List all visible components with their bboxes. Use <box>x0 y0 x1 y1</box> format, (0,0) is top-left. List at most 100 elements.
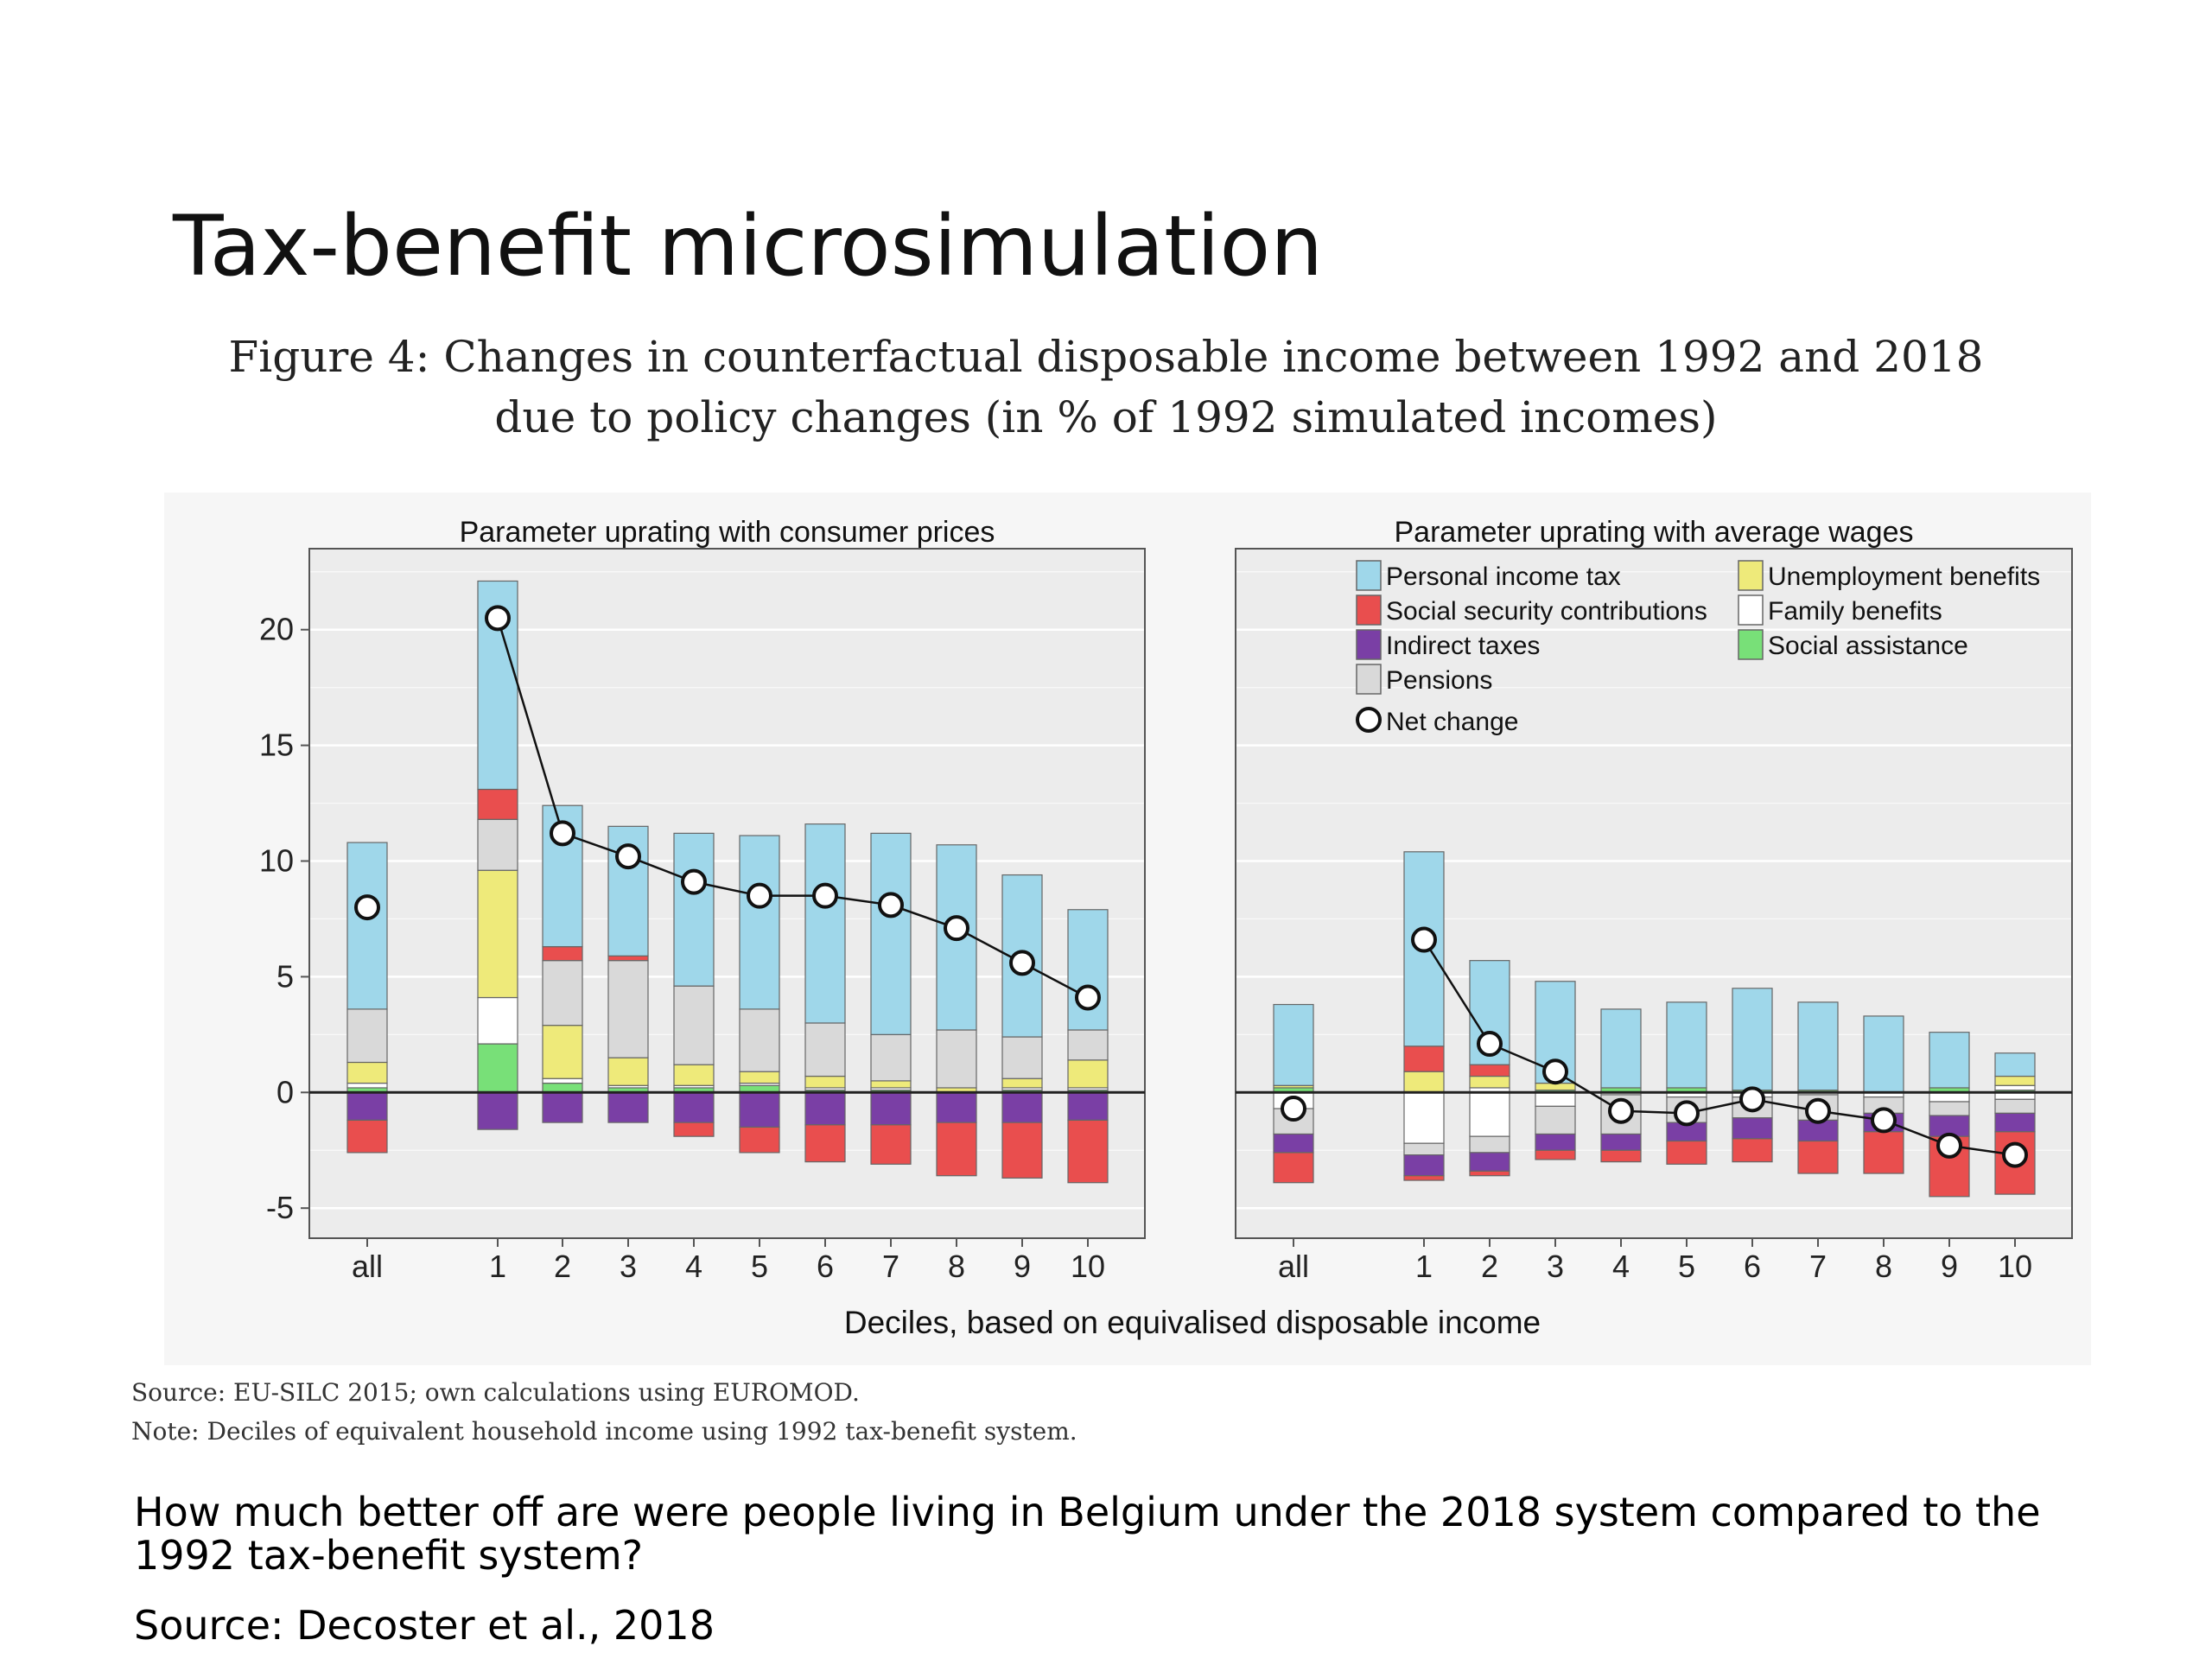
bar-segment-social-security-contributions <box>1732 1138 1773 1163</box>
x-tick-label: 1 <box>489 1249 506 1284</box>
panel-title: Parameter uprating with consumer prices <box>460 516 995 549</box>
bar-segment-personal-income-tax <box>1600 1008 1642 1089</box>
net-change-point <box>1936 1132 1962 1159</box>
panel-title: Parameter uprating with average wages <box>1395 516 1914 549</box>
x-tick-label: 10 <box>1998 1249 2032 1284</box>
bar-segment-unemployment-benefits <box>870 1080 912 1089</box>
legend-label-unemployment-benefits: Unemployment benefits <box>1768 563 2040 591</box>
x-tick-label: 5 <box>1678 1249 1695 1284</box>
slide-title: Tax-benefit microsimulation <box>173 198 1324 295</box>
bar-segment-unemployment-benefits <box>1469 1075 1510 1089</box>
figure-caption-line-1: Figure 4: Changes in counterfactual disp… <box>228 332 1984 382</box>
bar-segment-social-security-contributions <box>346 1119 388 1154</box>
bar-segment-unemployment-benefits <box>607 1057 649 1086</box>
figure-caption: Figure 4: Changes in counterfactual disp… <box>138 327 2074 448</box>
bar-segment-pensions <box>870 1033 912 1082</box>
figure-caption-line-2: due to policy changes (in % of 1992 simu… <box>494 392 1718 442</box>
bar-segment-personal-income-tax <box>1403 851 1445 1047</box>
chart-legend: Personal income tax Unemployment benefits… <box>1356 560 2040 736</box>
bar-segment-family-benefits <box>1535 1091 1576 1107</box>
bar-segment-indirect-taxes <box>804 1091 846 1126</box>
legend-swatch-social-security-contributions <box>1356 594 1382 626</box>
legend-swatch-unemployment-benefits <box>1738 560 1764 591</box>
bar-segment-indirect-taxes <box>1600 1133 1642 1151</box>
net-change-point <box>944 915 969 942</box>
bar-segment-social-security-contributions <box>1403 1046 1445 1072</box>
y-tick-label: 15 <box>259 728 294 763</box>
bar-segment-social-security-contributions <box>1863 1131 1904 1174</box>
legend-label-social-security-contributions: Social security contributions <box>1386 597 1707 626</box>
net-change-point <box>1542 1058 1568 1085</box>
y-axis: -5 0 5 10 15 20 <box>259 612 309 1225</box>
y-tick-label: 10 <box>259 843 294 879</box>
bar-segment-social-security-contributions <box>804 1124 846 1163</box>
x-tick-label: 5 <box>751 1249 768 1284</box>
net-change-line <box>496 617 1089 999</box>
bar-segment-personal-income-tax <box>1666 1001 1707 1089</box>
legend-swatch-social-assistance <box>1738 629 1764 660</box>
net-change-point <box>354 894 380 921</box>
x-tick-label: all <box>352 1249 383 1284</box>
question-text: How much better off are were people livi… <box>134 1489 2041 1579</box>
panel-average-wages: Parameter uprating with average wages all… <box>1235 516 2073 1284</box>
x-tick-label: 7 <box>882 1249 899 1284</box>
bar-segment-unemployment-benefits <box>739 1071 780 1084</box>
bar-segment-pensions <box>1535 1105 1576 1135</box>
bar-segment-personal-income-tax <box>1797 1001 1839 1091</box>
x-tick-label: 2 <box>1481 1249 1498 1284</box>
bar-segment-pensions <box>346 1008 388 1064</box>
bar-segment-unemployment-benefits <box>542 1025 583 1079</box>
bar-segment-pensions <box>1469 1135 1510 1154</box>
legend-swatch-family-benefits <box>1738 594 1764 626</box>
y-tick-label: 5 <box>276 958 294 994</box>
bar-segment-unemployment-benefits <box>804 1075 846 1089</box>
x-tick-label: 7 <box>1809 1249 1827 1284</box>
bar-segment-social-security-contributions <box>1067 1119 1109 1184</box>
bar-segment-social-security-contributions <box>739 1126 780 1154</box>
bar-segment-family-benefits <box>346 1082 388 1089</box>
net-change-point <box>1871 1107 1897 1134</box>
bar-segment-pensions <box>1994 1098 2036 1114</box>
x-tick-label: 3 <box>620 1249 637 1284</box>
net-change-point <box>1477 1031 1503 1058</box>
x-tick-label: 8 <box>948 1249 965 1284</box>
legend-label-social-assistance: Social assistance <box>1768 632 1968 660</box>
panel-border <box>1235 548 2073 1239</box>
bar-segment-family-benefits <box>1403 1091 1445 1144</box>
bar-segment-unemployment-benefits <box>346 1061 388 1084</box>
net-change-point <box>878 892 904 918</box>
bar-segment-pensions <box>1403 1142 1445 1156</box>
panel-consumer-prices: Parameter uprating with consumer prices a… <box>308 516 1146 1284</box>
bar-segment-unemployment-benefits <box>673 1064 715 1086</box>
net-change-point <box>615 843 641 870</box>
net-change-line <box>1422 938 2016 1156</box>
x-tick-label: 10 <box>1071 1249 1105 1284</box>
bar-segment-unemployment-benefits <box>1403 1071 1445 1093</box>
bar-segment-social-security-contributions <box>936 1122 977 1177</box>
y-tick-label: 0 <box>276 1074 294 1109</box>
bar-segment-social-security-contributions <box>1273 1152 1314 1184</box>
x-tick-label: 3 <box>1547 1249 1564 1284</box>
bar-segment-indirect-taxes <box>1994 1112 2036 1133</box>
bar-segment-family-benefits <box>477 996 518 1045</box>
legend-label-pensions: Pensions <box>1386 666 1492 695</box>
bar-segment-indirect-taxes <box>1732 1117 1773 1140</box>
bar-segment-indirect-taxes <box>542 1091 583 1123</box>
reference-text: Source: Decoster et al., 2018 <box>134 1602 715 1649</box>
bar-segment-indirect-taxes <box>477 1091 518 1130</box>
bar-segment-indirect-taxes <box>1403 1154 1445 1177</box>
bar-segment-personal-income-tax <box>1273 1003 1314 1086</box>
bar-segment-indirect-taxes <box>346 1091 388 1122</box>
x-tick-label: 6 <box>817 1249 834 1284</box>
bar-segment-personal-income-tax <box>739 835 780 1010</box>
bar-segment-family-benefits <box>542 1077 583 1084</box>
figure-source-note: Source: EU-SILC 2015; own calculations u… <box>131 1378 860 1407</box>
net-change-point <box>550 820 575 847</box>
bar-segment-social-security-contributions <box>1469 1064 1510 1077</box>
bar-segment-pensions <box>673 985 715 1065</box>
legend-swatch-indirect-taxes <box>1356 629 1382 660</box>
bar-segment-social-assistance <box>477 1043 518 1093</box>
bar-segment-personal-income-tax <box>1994 1052 2036 1077</box>
net-change-point <box>812 882 838 909</box>
